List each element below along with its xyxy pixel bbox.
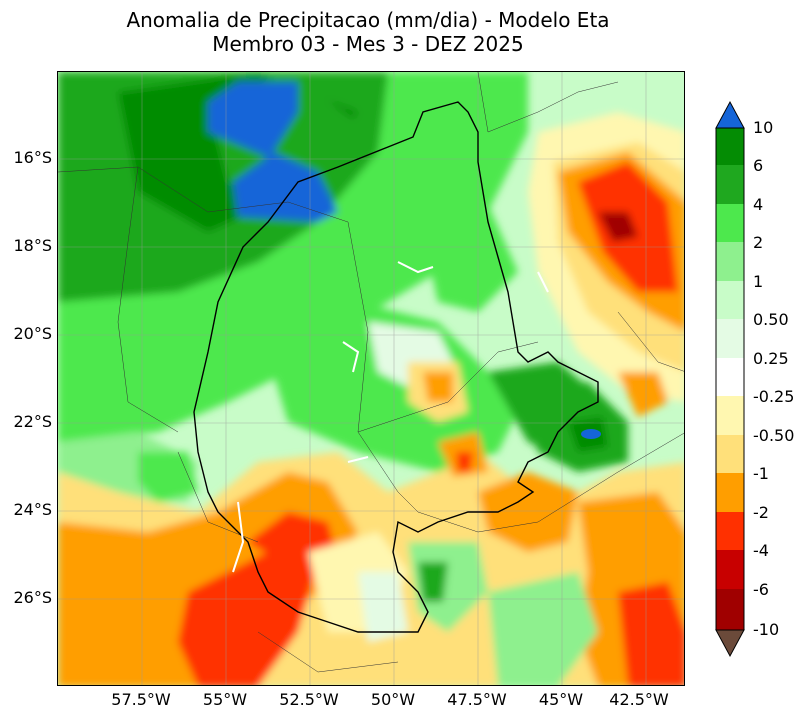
colorbar-label-0-50: 0.50 (753, 310, 789, 329)
colorbar-top-arrow (715, 100, 745, 129)
colorbar-label-neg-0-25: -0.25 (753, 387, 795, 406)
colorbar-segment-neg-1-2 (716, 473, 744, 512)
lon-label-42-5w: 42.5°W (609, 690, 669, 709)
colorbar-segment-6-10 (716, 128, 744, 165)
lat-label-22s: 22°S (13, 412, 52, 431)
colorbar-segment-1-2 (716, 242, 744, 281)
colorbar-segment-0-25-0-5 (716, 319, 744, 358)
state-borders (58, 72, 684, 673)
colorbar-label-neg-2: -2 (753, 503, 769, 522)
map-title-line2: Membro 03 - Mes 3 - DEZ 2025 (212, 32, 524, 56)
colorbar-label-0-25: 0.25 (753, 349, 789, 368)
colorbar-segment-0-5-1 (716, 281, 744, 319)
lon-label-45w: 45°W (538, 690, 584, 709)
colorbar-label-6: 6 (753, 156, 764, 175)
lon-label-52-5w: 52.5°W (279, 690, 339, 709)
colorbar-label-neg-6: -6 (753, 580, 769, 599)
colorbar-label-4: 4 (753, 195, 764, 214)
colorbar-segment-neg-6-10 (716, 589, 744, 630)
field-blue-spot (581, 429, 601, 439)
precipitation-anomaly-map (57, 71, 685, 686)
colorbar-segment-neutral (716, 358, 744, 396)
colorbar-label-1: 1 (753, 272, 764, 291)
lon-label-47-5w: 47.5°W (447, 690, 507, 709)
colorbar-label-neg-0-50: -0.50 (753, 426, 795, 445)
lat-label-20s: 20°S (13, 324, 52, 343)
colorbar-segment-neg-4-6 (716, 550, 744, 589)
colorbar-segment-neg-2-4 (716, 512, 744, 550)
lat-label-16s: 16°S (13, 148, 52, 167)
region-boundary (193, 101, 599, 633)
colorbar (715, 100, 745, 658)
lon-label-55w: 55°W (202, 690, 248, 709)
colorbar-segment-neg-0-5-1 (716, 435, 744, 473)
colorbar-segment-neg-0-25-0-5 (716, 396, 744, 435)
colorbar-label-neg-4: -4 (753, 541, 769, 560)
colorbar-label-2: 2 (753, 233, 764, 252)
colorbar-label-neg-10: -10 (753, 620, 780, 639)
anomaly-field (58, 72, 684, 685)
colorbar-segment-4-6 (716, 165, 744, 204)
colorbar-bottom-arrow (715, 629, 745, 658)
colorbar-frame (715, 127, 745, 631)
lon-label-57-5w: 57.5°W (111, 690, 171, 709)
map-canvas (58, 72, 684, 685)
lon-label-50w: 50°W (370, 690, 416, 709)
colorbar-label-10: 10 (753, 118, 774, 137)
lat-label-26s: 26°S (13, 588, 52, 607)
lat-label-24s: 24°S (13, 500, 52, 519)
lat-label-18s: 18°S (13, 236, 52, 255)
colorbar-label-neg-1: -1 (753, 464, 769, 483)
colorbar-segment-2-4 (716, 204, 744, 242)
reservoirs (232, 261, 549, 573)
map-title-line1: Anomalia de Precipitacao (mm/dia) - Mode… (126, 8, 610, 32)
